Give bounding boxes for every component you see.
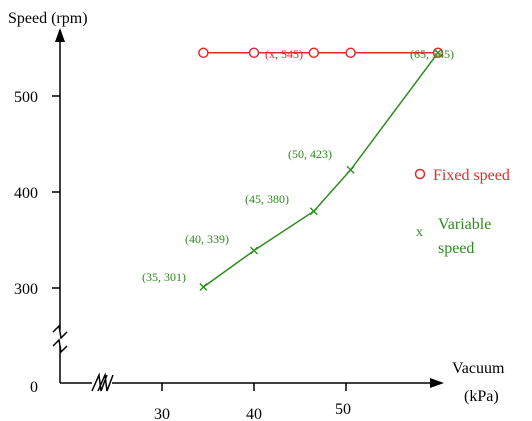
- point-label: (45, 380): [245, 192, 289, 206]
- x-axis-arrowhead: [430, 378, 444, 388]
- variable-speed-point: [346, 165, 355, 174]
- x-tick-label: 40: [246, 406, 262, 421]
- legend-fixed-speed-marker: [414, 168, 426, 180]
- y-axis-arrowhead: [55, 28, 65, 42]
- y-tick-label: 300: [14, 281, 38, 298]
- variable-speed-point: [434, 48, 442, 57]
- legend-variable-speed-label: speed: [438, 240, 474, 257]
- x-tick-label: 50: [335, 401, 351, 418]
- y-tick-label: 400: [14, 185, 38, 202]
- x-axis-unit: (kPa): [464, 388, 499, 405]
- x-axis-title: Vacuum: [452, 360, 505, 377]
- variable-speed-point: [199, 283, 208, 292]
- point-label: (35, 301): [142, 270, 186, 284]
- x-axis-break-icon: [91, 372, 114, 392]
- fixed-speed-point: [308, 47, 320, 59]
- y-tick-label: 500: [14, 89, 38, 106]
- fixed-speed-point: [345, 47, 356, 59]
- y-axis-break-icon: [52, 324, 68, 354]
- series-line-variable-speed: [202, 52, 439, 288]
- x-tick-label: 30: [154, 406, 170, 421]
- series-layer: [198, 47, 444, 292]
- point-label: (50, 423): [288, 147, 332, 161]
- y-axis-title: Speed (rpm): [8, 10, 88, 27]
- origin-label: 0: [30, 379, 38, 396]
- variable-speed-point: [309, 207, 318, 216]
- legend-variable-speed-marker: x: [416, 225, 423, 240]
- legend: Fixed speed x Variable speed: [414, 167, 510, 257]
- legend-fixed-speed-label: Fixed speed: [433, 167, 510, 184]
- fixed-speed-point: [248, 47, 260, 59]
- point-label: (65, 545): [410, 47, 454, 61]
- point-label: (x, 545): [265, 47, 303, 61]
- axes: [52, 28, 444, 392]
- point-label: (40, 339): [185, 232, 229, 246]
- variable-speed-point: [250, 246, 258, 255]
- fixed-speed-point: [198, 47, 209, 59]
- legend-variable-speed-label: Variable: [438, 216, 491, 233]
